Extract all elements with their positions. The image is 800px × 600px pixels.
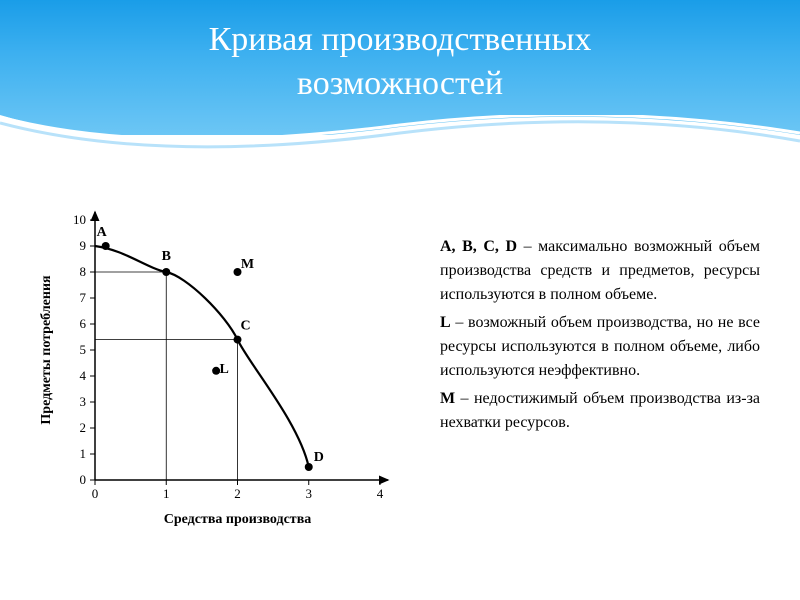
- desc-text-l: – возможный объем производства, но не вс…: [440, 314, 760, 379]
- svg-text:1: 1: [163, 486, 170, 501]
- desc-text-m: – недостижимый объем производства из-за …: [440, 390, 760, 431]
- svg-text:D: D: [314, 450, 324, 465]
- wave-decoration: [0, 115, 800, 175]
- desc-paragraph-l: L – возможный объем производства, но не …: [440, 311, 760, 383]
- chart-svg: 0 1 2 3 4 0 1 2 3 4 5 6 7 8 9 10 A B C D L M Средства производ…: [30, 205, 400, 535]
- svg-text:4: 4: [377, 486, 384, 501]
- svg-text:A: A: [97, 225, 108, 240]
- svg-text:9: 9: [80, 238, 87, 253]
- svg-text:C: C: [240, 319, 250, 334]
- svg-text:Средства производства: Средства производства: [164, 512, 312, 527]
- svg-text:0: 0: [80, 472, 87, 487]
- slide-title: Кривая производственных возможностей: [0, 18, 800, 106]
- slide-header: Кривая производственных возможностей: [0, 0, 800, 175]
- title-line-1: Кривая производственных: [209, 21, 592, 58]
- chart-description: A, B, C, D – максимально возможный объем…: [400, 205, 760, 535]
- desc-paragraph-m: M – недостижимый объем производства из-з…: [440, 387, 760, 435]
- svg-text:2: 2: [234, 486, 241, 501]
- slide-content: 0 1 2 3 4 0 1 2 3 4 5 6 7 8 9 10 A B C D L M Средства производ…: [0, 175, 800, 555]
- svg-text:1: 1: [80, 446, 87, 461]
- svg-text:0: 0: [92, 486, 99, 501]
- svg-text:4: 4: [80, 368, 87, 383]
- svg-text:3: 3: [306, 486, 313, 501]
- svg-text:6: 6: [80, 316, 87, 331]
- svg-text:B: B: [162, 249, 171, 264]
- svg-text:10: 10: [73, 212, 86, 227]
- desc-paragraph-abcd: A, B, C, D – максимально возможный объем…: [440, 235, 760, 307]
- svg-text:8: 8: [80, 264, 87, 279]
- svg-text:M: M: [241, 257, 254, 272]
- desc-bold-l: L: [440, 314, 451, 331]
- svg-text:2: 2: [80, 420, 87, 435]
- svg-text:5: 5: [80, 342, 87, 357]
- svg-text:L: L: [219, 362, 228, 377]
- ppf-chart: 0 1 2 3 4 0 1 2 3 4 5 6 7 8 9 10 A B C D L M Средства производ…: [30, 205, 400, 535]
- svg-text:Предметы потребления: Предметы потребления: [39, 275, 54, 425]
- svg-text:7: 7: [80, 290, 87, 305]
- title-line-2: возможностей: [297, 65, 503, 102]
- desc-bold-abcd: A, B, C, D: [440, 238, 517, 255]
- desc-bold-m: M: [440, 390, 455, 407]
- svg-text:3: 3: [80, 394, 87, 409]
